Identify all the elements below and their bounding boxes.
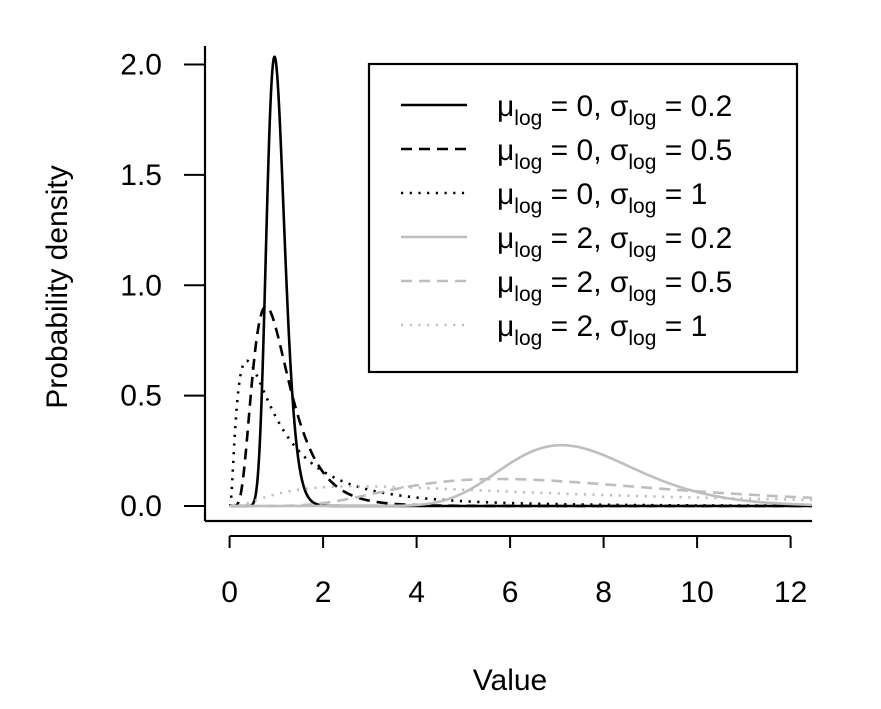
y-tick-label: 0.0 <box>120 490 162 523</box>
x-tick-label: 4 <box>408 576 425 609</box>
series-line <box>228 443 812 508</box>
x-axis-ticks: 0 2 4 6 8 10 12 <box>221 535 807 609</box>
x-tick-label: 0 <box>221 576 238 609</box>
x-tick-label: 12 <box>774 576 807 609</box>
y-axis-ticks: 0.0 0.5 1.0 1.5 2.0 <box>120 49 205 523</box>
legend-label: μlog = 0, σlog = 0.5 <box>497 134 732 174</box>
y-tick-label: 0.5 <box>120 380 162 413</box>
legend-label: μlog = 2, σlog = 1 <box>497 310 707 350</box>
series-layer <box>228 55 812 508</box>
legend-label: μlog = 2, σlog = 0.5 <box>497 266 732 306</box>
y-tick-label: 1.0 <box>120 269 162 302</box>
y-axis-label: Probability density <box>41 165 74 408</box>
series-line <box>228 305 812 508</box>
legend-label: μlog = 0, σlog = 0.2 <box>497 90 732 130</box>
legend-label: μlog = 0, σlog = 1 <box>497 178 707 218</box>
x-tick-label: 6 <box>502 576 519 609</box>
legend-label: μlog = 2, σlog = 0.2 <box>497 222 732 262</box>
y-tick-label: 1.5 <box>120 159 162 192</box>
series-line <box>228 359 812 508</box>
x-tick-label: 8 <box>595 576 612 609</box>
x-tick-label: 10 <box>680 576 713 609</box>
legend-box <box>367 62 799 374</box>
x-axis-label: Value <box>473 664 548 697</box>
x-tick-label: 2 <box>315 576 332 609</box>
series-line <box>228 477 812 508</box>
y-tick-label: 2.0 <box>120 49 162 82</box>
